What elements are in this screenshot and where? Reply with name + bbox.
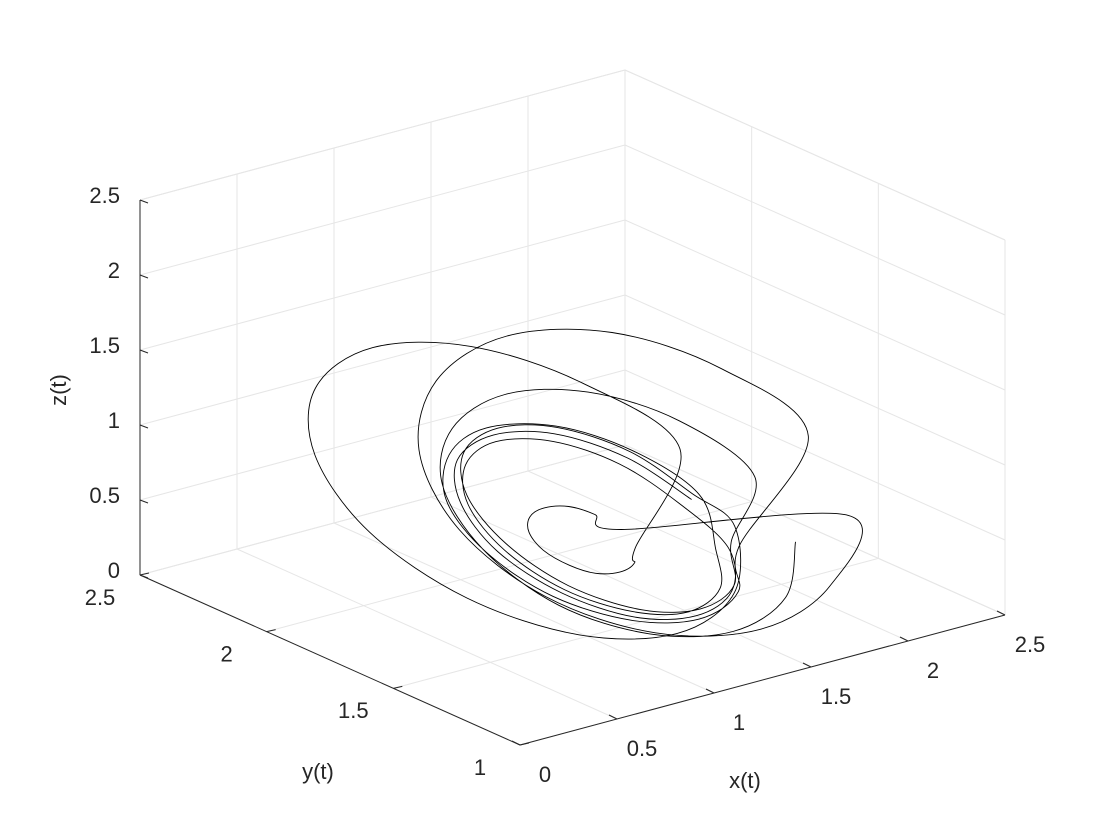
z-tick: [139, 349, 149, 354]
z-tick-label: 1: [108, 408, 120, 433]
grid-line: [430, 496, 812, 668]
y-tick: [266, 629, 276, 633]
x-axis-label: x(t): [729, 768, 761, 793]
x-tick: [802, 662, 812, 668]
z-tick-label: 0: [108, 558, 120, 583]
box-edge: [139, 69, 626, 201]
x-tick-label: 0: [539, 762, 551, 787]
grid-line: [139, 369, 626, 501]
grid-line: [139, 144, 626, 276]
y-axis-label: y(t): [302, 759, 334, 784]
grid-line: [139, 444, 626, 576]
grid-line: [624, 444, 1006, 616]
x-tick-label: 1: [733, 710, 745, 735]
grid-line: [333, 522, 715, 694]
y-tick: [393, 685, 403, 689]
x-tick: [899, 636, 909, 642]
x-axis: [519, 614, 1006, 746]
y-tick: [519, 742, 530, 746]
z-axis-label: z(t): [46, 374, 71, 406]
x-tick-label: 2: [927, 658, 939, 683]
trajectory: [307, 328, 863, 640]
grid-line: [527, 470, 909, 642]
grid-line: [236, 548, 618, 720]
z-tick: [139, 499, 149, 504]
x-tick: [608, 714, 618, 720]
y-tick-label: 2: [221, 641, 233, 666]
box-edge: [624, 69, 1006, 241]
z-tick-label: 2.5: [89, 183, 120, 208]
z-tick: [139, 424, 149, 429]
x-tick-label: 1.5: [821, 684, 852, 709]
y-tick-label: 1: [474, 755, 486, 780]
grid-line: [139, 294, 626, 426]
z-tick-label: 1.5: [89, 333, 120, 358]
y-tick: [139, 572, 150, 576]
grid-line: [393, 557, 879, 689]
grid-line: [624, 294, 1006, 466]
x-tick: [705, 688, 715, 694]
grid-line: [624, 144, 1006, 316]
grid-line: [624, 369, 1006, 541]
y-tick-label: 2.5: [85, 585, 116, 610]
grid-line: [266, 501, 752, 633]
z-tick: [139, 574, 149, 579]
x-tick: [511, 740, 521, 746]
z-tick-label: 2: [108, 258, 120, 283]
grid-line: [139, 219, 626, 351]
z-tick: [139, 199, 149, 204]
z-tick-label: 0.5: [89, 483, 120, 508]
grid-line: [624, 219, 1006, 391]
y-tick-label: 1.5: [338, 698, 369, 723]
x-tick-label: 2.5: [1015, 632, 1046, 657]
x-tick-label: 0.5: [627, 736, 658, 761]
x-tick: [996, 610, 1006, 616]
y-axis: [139, 574, 521, 746]
z-tick: [139, 274, 149, 279]
